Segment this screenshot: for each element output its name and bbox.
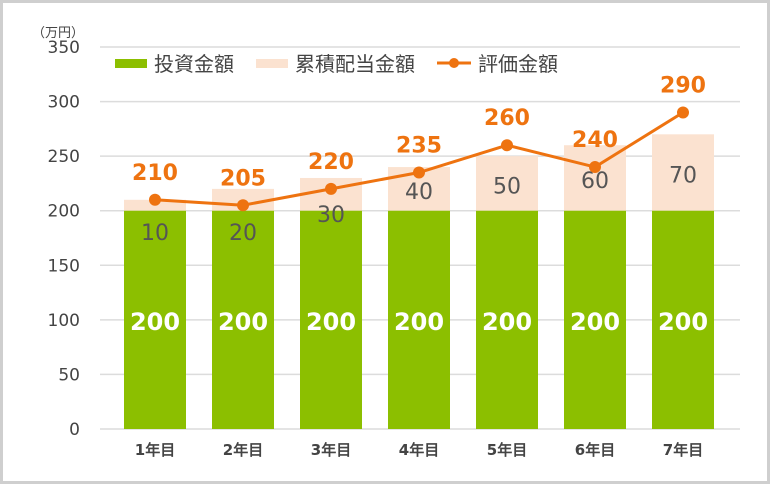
dividend-data-label: 10 [141, 221, 169, 246]
bar-dividend [652, 134, 714, 211]
y-tick-label: 250 [48, 147, 80, 167]
legend-dividend-swatch [256, 59, 288, 68]
investment-data-label: 200 [658, 308, 708, 336]
legend-dividend-label: 累積配当金額 [295, 52, 415, 76]
bar-investment [124, 210, 186, 429]
x-tick-label: 1年目 [135, 441, 175, 459]
legend-investment-swatch [115, 59, 147, 68]
y-tick-label: 350 [48, 38, 80, 58]
x-tick-label: 3年目 [311, 441, 351, 459]
bar-dividend [564, 145, 626, 211]
investment-data-label: 200 [394, 308, 444, 336]
y-tick-label: 150 [48, 256, 80, 276]
investment-data-label: 200 [130, 308, 180, 336]
valuation-data-label: 205 [220, 166, 266, 191]
y-tick-label: 300 [48, 93, 80, 113]
valuation-data-label: 260 [484, 106, 530, 131]
bar-investment [476, 210, 538, 429]
dividend-data-label: 50 [493, 174, 521, 199]
bar-investment [564, 210, 626, 429]
valuation-data-label: 220 [308, 150, 354, 175]
y-unit-label: （万円） [32, 26, 84, 41]
y-tick-label: 0 [69, 420, 80, 440]
x-tick-label: 6年目 [575, 441, 615, 459]
x-tick-label: 2年目 [223, 441, 263, 459]
legend-valuation-label: 評価金額 [478, 52, 558, 76]
bar-investment [212, 210, 274, 429]
valuation-point [325, 182, 337, 195]
bar-investment [652, 210, 714, 429]
x-tick-label: 5年目 [487, 441, 527, 459]
bar-investment [388, 210, 450, 429]
valuation-point [589, 161, 601, 174]
valuation-data-label: 210 [132, 161, 178, 186]
valuation-point [237, 199, 249, 212]
dividend-data-label: 70 [669, 164, 697, 189]
valuation-point [677, 106, 689, 119]
y-tick-label: 50 [58, 365, 80, 385]
valuation-data-label: 240 [572, 128, 618, 153]
dividend-data-label: 20 [229, 221, 257, 246]
valuation-point [413, 166, 425, 179]
legend-investment-label: 投資金額 [154, 52, 234, 76]
dividend-data-label: 60 [581, 169, 609, 194]
investment-data-label: 200 [218, 308, 268, 336]
y-tick-label: 100 [48, 311, 80, 331]
x-tick-label: 4年目 [399, 441, 439, 459]
x-tick-label: 7年目 [663, 441, 703, 459]
investment-data-label: 200 [570, 308, 620, 336]
y-tick-label: 200 [48, 202, 80, 222]
valuation-data-label: 235 [396, 134, 442, 159]
investment-data-label: 200 [482, 308, 532, 336]
legend-valuation-marker-icon [449, 58, 459, 68]
valuation-data-label: 290 [660, 73, 706, 98]
valuation-point [501, 139, 513, 152]
legend: 投資金額 累積配当金額 評価金額 [115, 52, 558, 76]
investment-data-label: 200 [306, 308, 356, 336]
bar-investment [300, 210, 362, 429]
bar-dividend [476, 156, 538, 211]
dividend-data-label: 30 [317, 203, 345, 228]
valuation-point [149, 193, 161, 206]
dividend-data-label: 40 [405, 180, 433, 205]
